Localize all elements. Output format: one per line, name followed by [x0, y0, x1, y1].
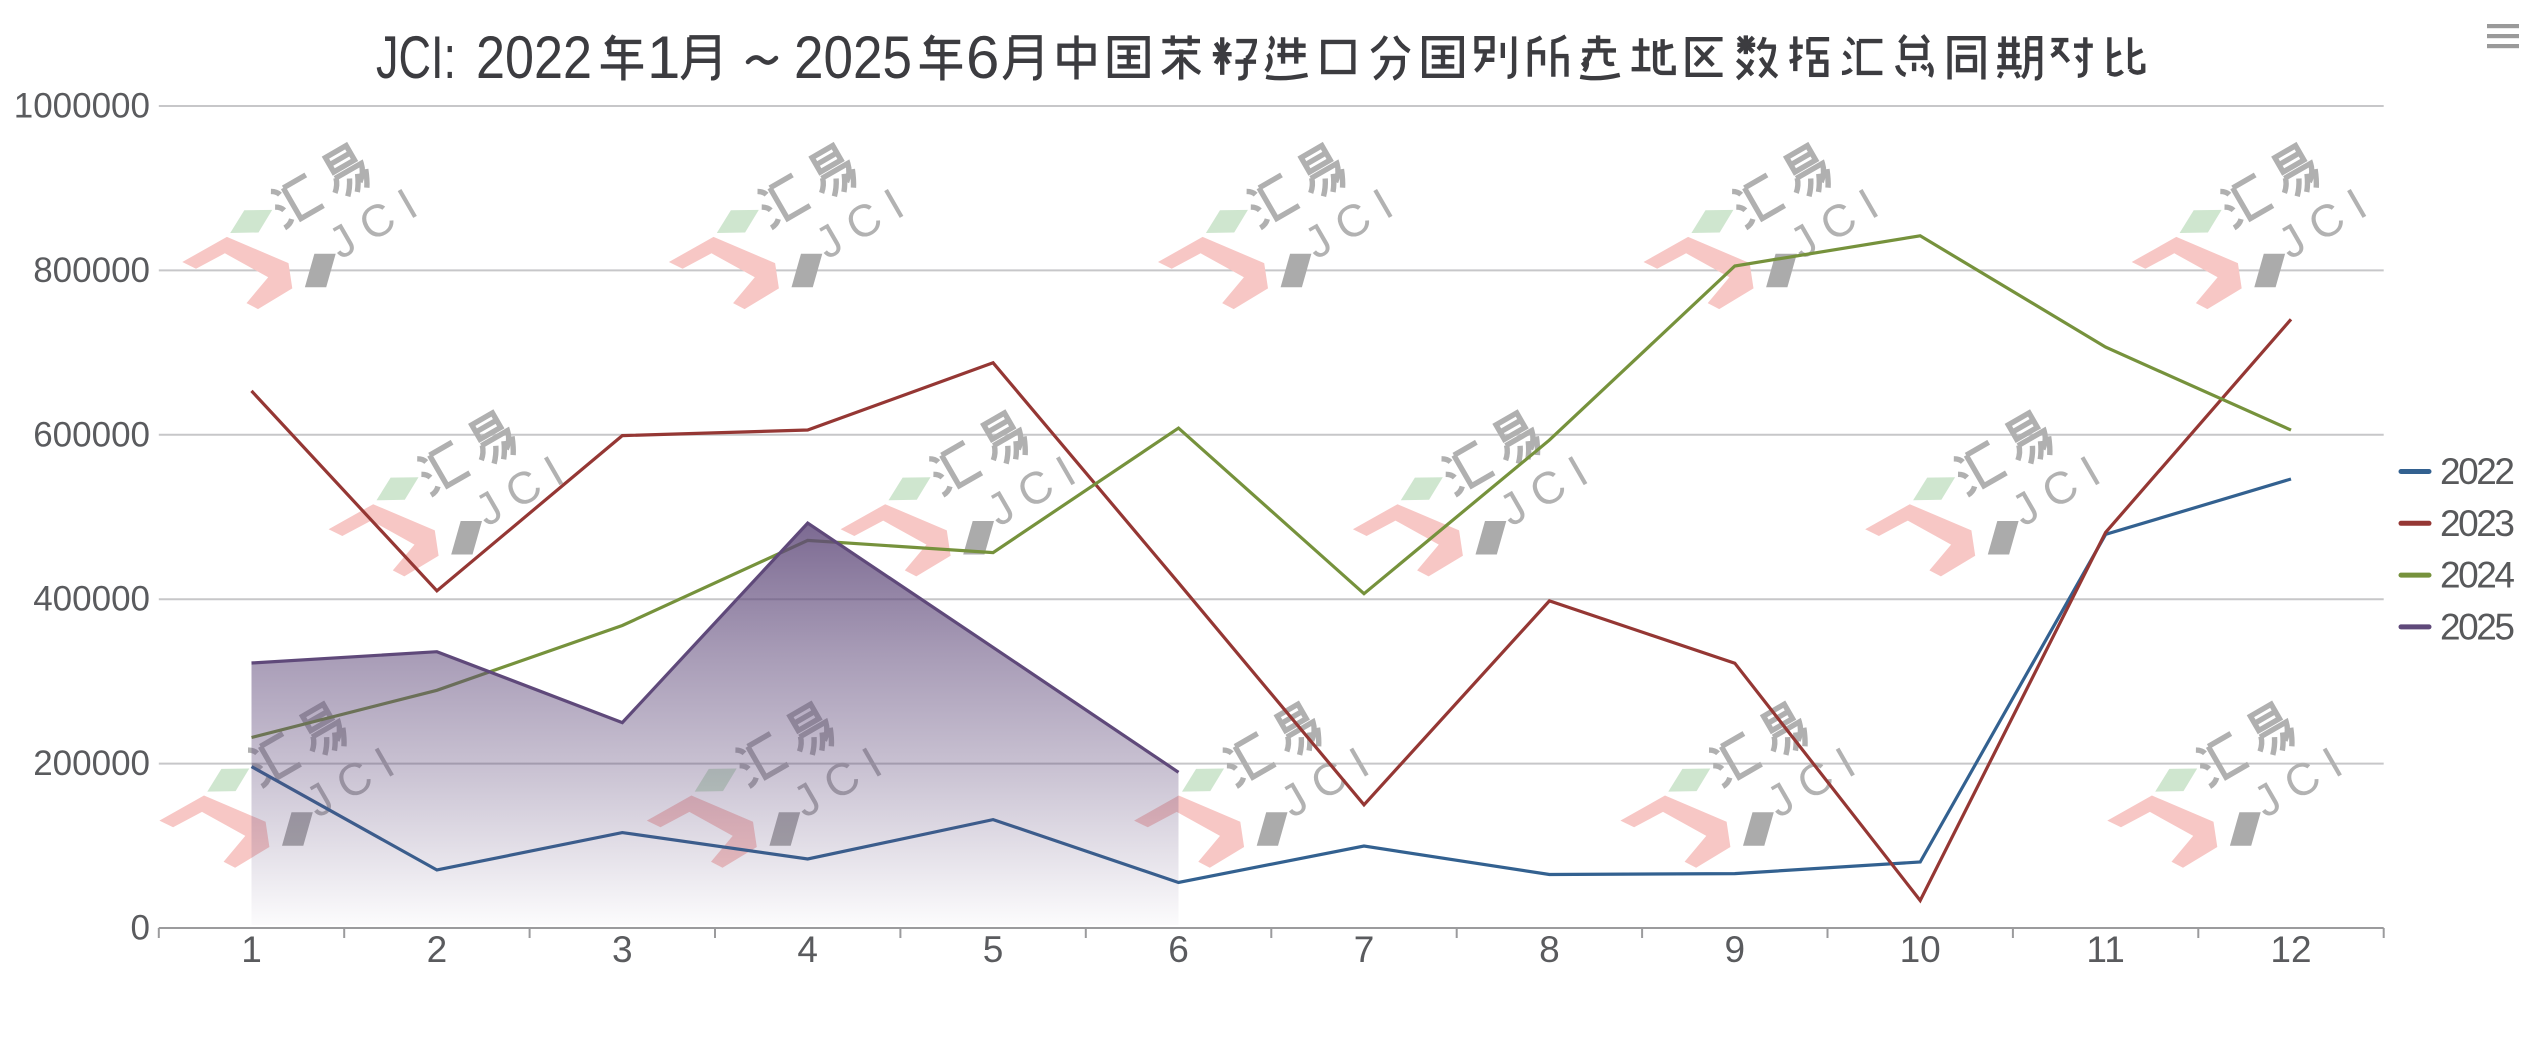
svg-text:1: 1: [241, 929, 262, 970]
svg-text:12: 12: [2270, 929, 2311, 970]
svg-text:1000000: 1000000: [14, 87, 150, 126]
svg-text:400000: 400000: [33, 580, 150, 619]
svg-text:5: 5: [983, 929, 1004, 970]
svg-text:200000: 200000: [33, 744, 150, 783]
svg-text:4: 4: [797, 929, 818, 970]
svg-text:6: 6: [966, 24, 999, 91]
svg-text:1: 1: [647, 24, 680, 91]
svg-text:10: 10: [1900, 929, 1941, 970]
svg-text:3: 3: [612, 929, 633, 970]
svg-text:11: 11: [2086, 929, 2124, 970]
svg-text:2022: 2022: [2440, 451, 2515, 492]
svg-text:0: 0: [131, 909, 150, 948]
svg-text:2023: 2023: [2440, 503, 2515, 544]
svg-text:2022: 2022: [476, 24, 592, 91]
svg-text:2: 2: [427, 929, 448, 970]
svg-text:2025: 2025: [794, 24, 912, 91]
svg-text:6: 6: [1168, 929, 1189, 970]
svg-text:9: 9: [1725, 929, 1746, 970]
svg-text:2024: 2024: [2440, 555, 2515, 596]
svg-text:JCI:: JCI:: [376, 24, 456, 91]
svg-text:8: 8: [1539, 929, 1560, 970]
svg-text:7: 7: [1354, 929, 1375, 970]
svg-text:2025: 2025: [2440, 606, 2515, 647]
svg-text:800000: 800000: [33, 251, 150, 290]
svg-text:600000: 600000: [33, 415, 150, 454]
